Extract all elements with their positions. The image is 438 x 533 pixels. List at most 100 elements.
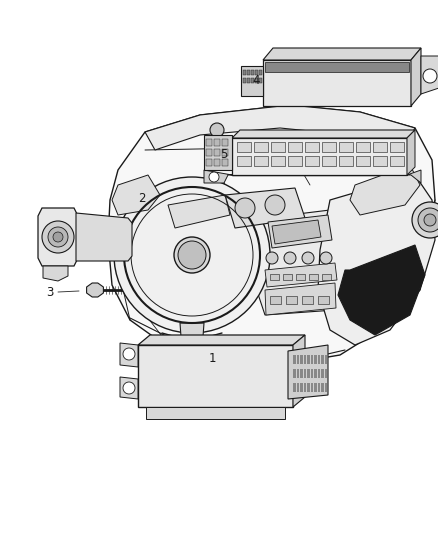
- Bar: [321, 369, 324, 378]
- Bar: [304, 355, 306, 364]
- Bar: [255, 70, 258, 75]
- Circle shape: [412, 202, 438, 238]
- Bar: [314, 383, 317, 392]
- Bar: [259, 70, 262, 75]
- Polygon shape: [225, 188, 305, 228]
- Bar: [373, 156, 387, 166]
- Bar: [214, 139, 220, 146]
- Bar: [265, 62, 409, 72]
- Bar: [300, 369, 303, 378]
- Bar: [288, 142, 302, 152]
- Circle shape: [209, 172, 219, 182]
- Bar: [251, 70, 254, 75]
- Bar: [314, 355, 317, 364]
- Text: 1: 1: [208, 351, 216, 365]
- Ellipse shape: [114, 177, 270, 333]
- Polygon shape: [168, 195, 230, 228]
- Bar: [247, 78, 250, 83]
- Bar: [304, 383, 306, 392]
- Bar: [325, 355, 327, 364]
- Polygon shape: [204, 170, 232, 183]
- Ellipse shape: [178, 241, 206, 269]
- Bar: [304, 369, 306, 378]
- Bar: [322, 274, 331, 280]
- Polygon shape: [43, 266, 68, 281]
- Circle shape: [42, 221, 74, 253]
- Bar: [293, 369, 296, 378]
- Bar: [339, 142, 353, 152]
- Bar: [297, 355, 299, 364]
- Polygon shape: [318, 175, 435, 345]
- Circle shape: [265, 195, 285, 215]
- Bar: [270, 274, 279, 280]
- Bar: [390, 142, 404, 152]
- Bar: [297, 369, 299, 378]
- Bar: [321, 383, 324, 392]
- Polygon shape: [265, 283, 336, 315]
- Circle shape: [48, 227, 68, 247]
- Polygon shape: [338, 245, 425, 335]
- Circle shape: [266, 252, 278, 264]
- Polygon shape: [38, 208, 78, 266]
- Bar: [255, 78, 258, 83]
- Circle shape: [302, 252, 314, 264]
- Polygon shape: [76, 213, 132, 261]
- Bar: [325, 383, 327, 392]
- Polygon shape: [87, 283, 103, 297]
- Polygon shape: [411, 48, 421, 106]
- Circle shape: [123, 382, 135, 394]
- Circle shape: [320, 252, 332, 264]
- Circle shape: [235, 198, 255, 218]
- Bar: [305, 156, 319, 166]
- Polygon shape: [263, 48, 421, 60]
- Bar: [300, 383, 303, 392]
- Bar: [243, 70, 246, 75]
- Bar: [321, 355, 324, 364]
- Polygon shape: [232, 138, 407, 175]
- Bar: [259, 78, 262, 83]
- Bar: [297, 383, 299, 392]
- Bar: [251, 78, 254, 83]
- Polygon shape: [146, 407, 285, 419]
- Polygon shape: [108, 105, 435, 365]
- Bar: [318, 355, 320, 364]
- Bar: [288, 156, 302, 166]
- Polygon shape: [293, 335, 305, 407]
- Bar: [322, 142, 336, 152]
- Bar: [283, 274, 292, 280]
- Bar: [286, 296, 297, 304]
- Circle shape: [210, 123, 224, 137]
- Polygon shape: [120, 377, 138, 399]
- Bar: [356, 156, 370, 166]
- Polygon shape: [241, 66, 263, 96]
- Polygon shape: [272, 220, 321, 244]
- Bar: [325, 369, 327, 378]
- Bar: [293, 355, 296, 364]
- Bar: [307, 383, 310, 392]
- Bar: [254, 142, 268, 152]
- Bar: [206, 159, 212, 166]
- Text: 3: 3: [46, 286, 54, 298]
- Bar: [271, 142, 285, 152]
- Circle shape: [123, 348, 135, 360]
- Polygon shape: [112, 175, 160, 215]
- Circle shape: [284, 252, 296, 264]
- Bar: [311, 355, 313, 364]
- Bar: [318, 369, 320, 378]
- Circle shape: [423, 69, 437, 83]
- Bar: [237, 142, 251, 152]
- Ellipse shape: [174, 237, 210, 273]
- Bar: [270, 296, 281, 304]
- Text: 2: 2: [138, 191, 146, 205]
- Polygon shape: [350, 165, 420, 215]
- Bar: [318, 296, 329, 304]
- Bar: [307, 369, 310, 378]
- Polygon shape: [268, 215, 332, 248]
- Bar: [300, 355, 303, 364]
- Bar: [247, 70, 250, 75]
- Polygon shape: [138, 345, 293, 407]
- Bar: [206, 139, 212, 146]
- Bar: [293, 383, 296, 392]
- Polygon shape: [145, 105, 415, 150]
- Polygon shape: [138, 335, 305, 345]
